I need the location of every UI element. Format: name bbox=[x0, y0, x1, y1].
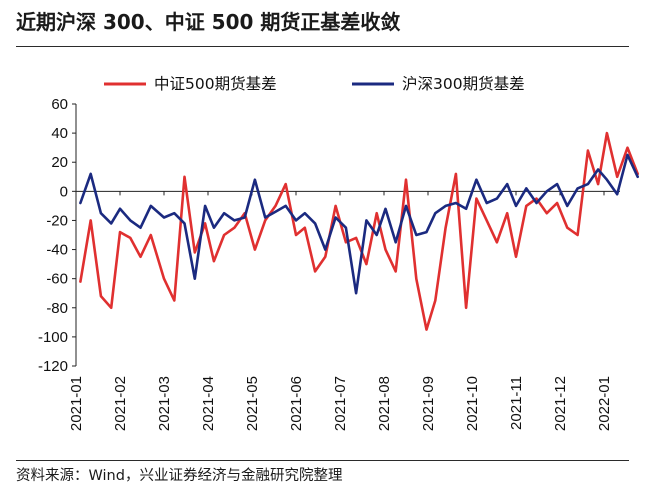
x-tick-label: 2021-08 bbox=[376, 376, 393, 431]
x-tick-label: 2021-01 bbox=[68, 376, 85, 431]
footer-divider bbox=[16, 460, 629, 461]
title-divider bbox=[16, 46, 629, 47]
series-line-csi300 bbox=[79, 153, 640, 295]
legend-label-csi500: 中证500期货基差 bbox=[154, 75, 277, 93]
x-tick-label: 2021-04 bbox=[200, 376, 217, 431]
y-tick-label: -100 bbox=[38, 329, 68, 346]
x-tick-label: 2021-05 bbox=[244, 376, 261, 431]
y-tick-label: 40 bbox=[51, 125, 68, 142]
y-tick-label: -20 bbox=[46, 212, 68, 229]
y-tick-label: -80 bbox=[46, 300, 68, 317]
x-tick-label: 2021-12 bbox=[552, 376, 569, 431]
x-tick-label: 2021-10 bbox=[464, 376, 481, 431]
series-line-csi500 bbox=[79, 131, 640, 331]
y-tick-label: -60 bbox=[46, 271, 68, 288]
x-tick-label: 2021-02 bbox=[112, 376, 129, 431]
y-tick-label: 60 bbox=[51, 96, 68, 113]
x-tick-label: 2021-03 bbox=[156, 376, 173, 431]
page-title: 近期沪深 300、中证 500 期货正基差收敛 bbox=[16, 10, 401, 34]
y-tick-label: 20 bbox=[51, 154, 68, 171]
x-tick-label: 2021-11 bbox=[508, 376, 525, 430]
x-tick-label: 2021-06 bbox=[288, 376, 305, 431]
x-tick-label: 2021-09 bbox=[420, 376, 437, 431]
y-tick-label: -40 bbox=[46, 242, 68, 259]
x-tick-label: 2021-07 bbox=[332, 376, 349, 431]
x-tick-label: 2022-01 bbox=[596, 376, 613, 431]
y-tick-label: -120 bbox=[38, 358, 68, 375]
y-tick-label: 0 bbox=[60, 183, 68, 200]
source-note: 资料来源：Wind，兴业证券经济与金融研究院整理 bbox=[16, 468, 343, 484]
legend-label-csi300: 沪深300期货基差 bbox=[402, 75, 525, 93]
